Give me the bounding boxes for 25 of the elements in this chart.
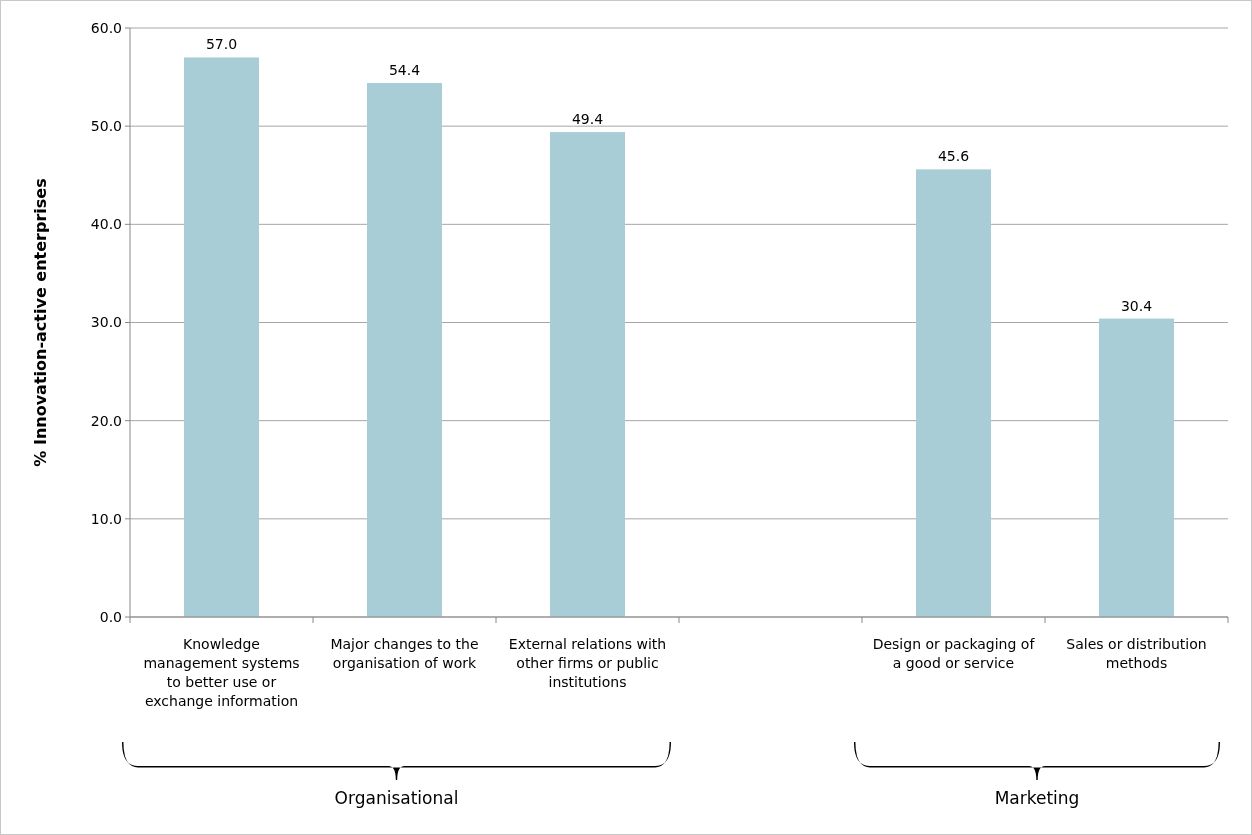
text: Marketing: [994, 788, 1080, 808]
data-label: 30.4: [1120, 297, 1153, 314]
bar: [366, 82, 443, 617]
x-tick-label: External relations with other firms or public institutions: [508, 636, 667, 690]
x-tick-label: Knowledge management systems to better use or exchange information: [143, 636, 300, 709]
y-tick-label: 60.0: [90, 19, 122, 36]
y-tick-label: 40.0: [90, 216, 122, 233]
y-tick-label: 20.0: [90, 412, 122, 429]
text: Organisational: [334, 788, 459, 808]
y-tick-label: 10.0: [90, 510, 122, 527]
data-label: 49.4: [571, 111, 604, 128]
x-tick-label: Design or packaging of a good or service: [872, 636, 1036, 671]
x-tick-label: Sales or distribution methods: [1066, 636, 1207, 671]
y-tick-label: 30.0: [90, 314, 122, 331]
bar: [1098, 318, 1175, 617]
x-tick-label: Major changes to the organisation of work: [330, 636, 479, 671]
y-axis-title: % Innovation-active enterprises: [31, 178, 50, 467]
data-label: 57.0: [205, 36, 238, 53]
bar: [183, 57, 260, 617]
data-label: 54.4: [388, 61, 421, 78]
bar: [915, 169, 992, 617]
y-tick-label: 0.0: [99, 608, 122, 625]
data-label: 45.6: [937, 148, 970, 165]
y-tick-label: 50.0: [90, 118, 122, 135]
bar: [549, 132, 626, 617]
